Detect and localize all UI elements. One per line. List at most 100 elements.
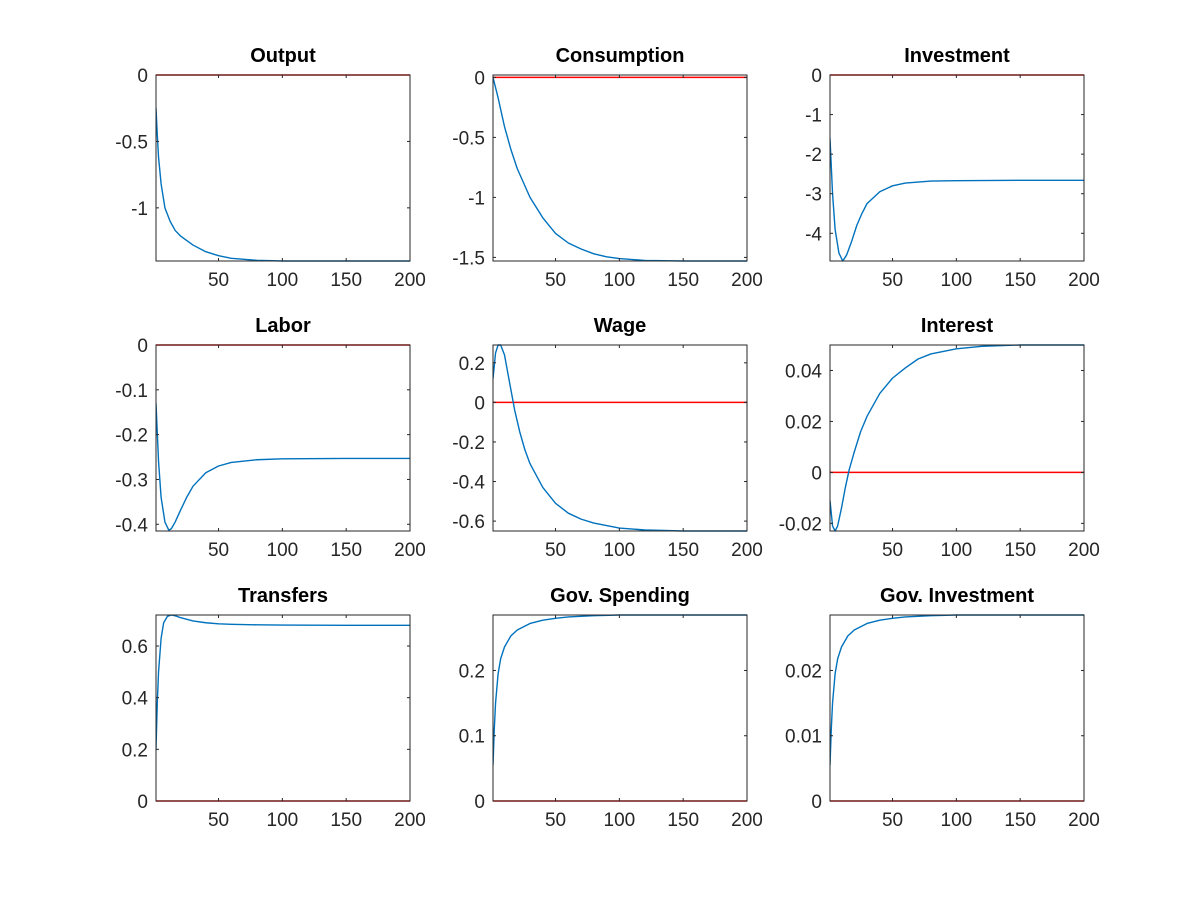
panel-title: Consumption bbox=[556, 45, 685, 67]
x-tick-label: 100 bbox=[267, 270, 299, 291]
response-line-consumption bbox=[493, 77, 747, 262]
x-tick-label: 100 bbox=[267, 810, 299, 831]
panel-gov-investment: 50 100 150 200 0 0.01 0.02 Gov. Investment bbox=[785, 585, 1100, 831]
y-tick-label: -0.5 bbox=[115, 132, 148, 153]
x-tick-label: 100 bbox=[941, 810, 973, 831]
plot-area bbox=[830, 75, 1084, 261]
x-tick-label: 150 bbox=[1004, 270, 1036, 291]
axes-box bbox=[155, 614, 411, 802]
x-tick-label: 100 bbox=[267, 540, 299, 561]
x-tick-label: 50 bbox=[882, 270, 903, 291]
axes-box bbox=[492, 614, 748, 802]
response-line-interest bbox=[830, 344, 1084, 532]
axes-box bbox=[492, 344, 748, 532]
x-tick-label: 50 bbox=[882, 810, 903, 831]
plot-area bbox=[830, 615, 1084, 801]
panel-title: Gov. Spending bbox=[550, 585, 690, 607]
x-tick-label: 150 bbox=[330, 270, 362, 291]
panel-title: Output bbox=[250, 45, 316, 67]
x-tick-label: 200 bbox=[394, 810, 426, 831]
x-tick-label: 50 bbox=[208, 810, 229, 831]
y-tick-label: 0 bbox=[137, 792, 148, 813]
y-tick-label: 0 bbox=[811, 792, 822, 813]
response-line-labor bbox=[156, 403, 410, 531]
plot-area bbox=[156, 345, 410, 531]
x-tick-label: 100 bbox=[604, 540, 636, 561]
plot-area bbox=[493, 345, 747, 531]
x-tick-label: 200 bbox=[1068, 540, 1100, 561]
y-tick-label: 0.6 bbox=[122, 637, 148, 658]
plot-area bbox=[493, 615, 747, 801]
y-tick-label: 0.4 bbox=[122, 689, 149, 710]
response-line-investment bbox=[830, 138, 1084, 262]
y-tick-label: 0 bbox=[474, 68, 485, 89]
axes-box bbox=[829, 614, 1085, 802]
y-tick-label: -3 bbox=[805, 185, 822, 206]
axes-box bbox=[829, 344, 1085, 532]
axes-box bbox=[155, 344, 411, 532]
plot-area bbox=[493, 75, 747, 261]
x-tick-label: 50 bbox=[545, 540, 566, 561]
x-tick-label: 200 bbox=[731, 270, 763, 291]
x-tick-label: 150 bbox=[667, 810, 699, 831]
x-tick-label: 200 bbox=[394, 540, 426, 561]
panel-wage: 50 100 150 200 0.2 0 -0.2 -0.4 -0.6 Wage bbox=[452, 315, 763, 561]
y-tick-label: 0.1 bbox=[459, 727, 485, 748]
x-tick-label: 100 bbox=[941, 270, 973, 291]
x-tick-label: 150 bbox=[1004, 810, 1036, 831]
panel-investment: 50 100 150 200 0 -1 -2 -3 -4 Investment bbox=[805, 45, 1100, 291]
panel-transfers: 50 100 150 200 0 0.2 0.4 0.6 Transfers bbox=[122, 585, 426, 831]
x-tick-label: 150 bbox=[1004, 540, 1036, 561]
y-tick-label: 0 bbox=[137, 66, 148, 87]
y-tick-label: 0.01 bbox=[785, 727, 822, 748]
y-tick-label: -0.6 bbox=[452, 512, 485, 533]
y-tick-label: -1 bbox=[468, 188, 485, 209]
axes-box bbox=[492, 74, 748, 262]
x-tick-label: 50 bbox=[882, 540, 903, 561]
panel-output: 50 100 150 200 0 -0.5 -1 Output bbox=[115, 45, 426, 291]
y-tick-label: 0 bbox=[474, 393, 485, 414]
x-tick-label: 150 bbox=[667, 540, 699, 561]
y-tick-label: -2 bbox=[805, 145, 822, 166]
y-tick-label: -1 bbox=[131, 199, 148, 220]
x-tick-label: 100 bbox=[941, 540, 973, 561]
y-tick-label: -0.2 bbox=[115, 426, 148, 447]
y-tick-label: 0.02 bbox=[785, 661, 822, 682]
y-tick-label: 0 bbox=[811, 463, 822, 484]
panel-interest: 50 100 150 200 0.04 0.02 0 -0.02 Interest bbox=[779, 315, 1100, 561]
panel-title: Transfers bbox=[238, 585, 328, 607]
y-tick-label: 0 bbox=[811, 66, 822, 87]
y-tick-label: -1.5 bbox=[452, 248, 485, 269]
x-tick-label: 100 bbox=[604, 810, 636, 831]
y-tick-label: -0.1 bbox=[115, 381, 148, 402]
y-tick-label: -1 bbox=[805, 106, 822, 127]
x-tick-label: 200 bbox=[731, 540, 763, 561]
plot-area bbox=[156, 615, 410, 801]
x-tick-label: 50 bbox=[208, 270, 229, 291]
x-tick-label: 200 bbox=[731, 810, 763, 831]
plot-area bbox=[830, 345, 1084, 531]
y-tick-label: 0.02 bbox=[785, 412, 822, 433]
x-tick-label: 150 bbox=[330, 810, 362, 831]
y-tick-label: 0.04 bbox=[785, 361, 822, 382]
plot-area bbox=[156, 75, 410, 261]
x-tick-label: 200 bbox=[394, 270, 426, 291]
panel-title: Investment bbox=[904, 45, 1010, 67]
panel-gov-spending: 50 100 150 200 0 0.1 0.2 Gov. Spending bbox=[459, 585, 763, 831]
axes-box bbox=[155, 74, 411, 262]
axes-box bbox=[829, 74, 1085, 262]
y-tick-label: -0.5 bbox=[452, 128, 485, 149]
x-tick-label: 200 bbox=[1068, 810, 1100, 831]
y-tick-label: -0.2 bbox=[452, 433, 485, 454]
x-tick-label: 50 bbox=[545, 810, 566, 831]
y-tick-label: 0.2 bbox=[122, 740, 148, 761]
x-tick-label: 200 bbox=[1068, 270, 1100, 291]
y-tick-label: 0 bbox=[137, 336, 148, 357]
panel-title: Interest bbox=[921, 315, 994, 337]
y-tick-label: -0.4 bbox=[452, 473, 485, 494]
y-tick-label: -4 bbox=[805, 224, 822, 245]
x-tick-label: 50 bbox=[545, 270, 566, 291]
panel-title: Gov. Investment bbox=[880, 585, 1034, 607]
y-tick-label: 0 bbox=[474, 792, 485, 813]
